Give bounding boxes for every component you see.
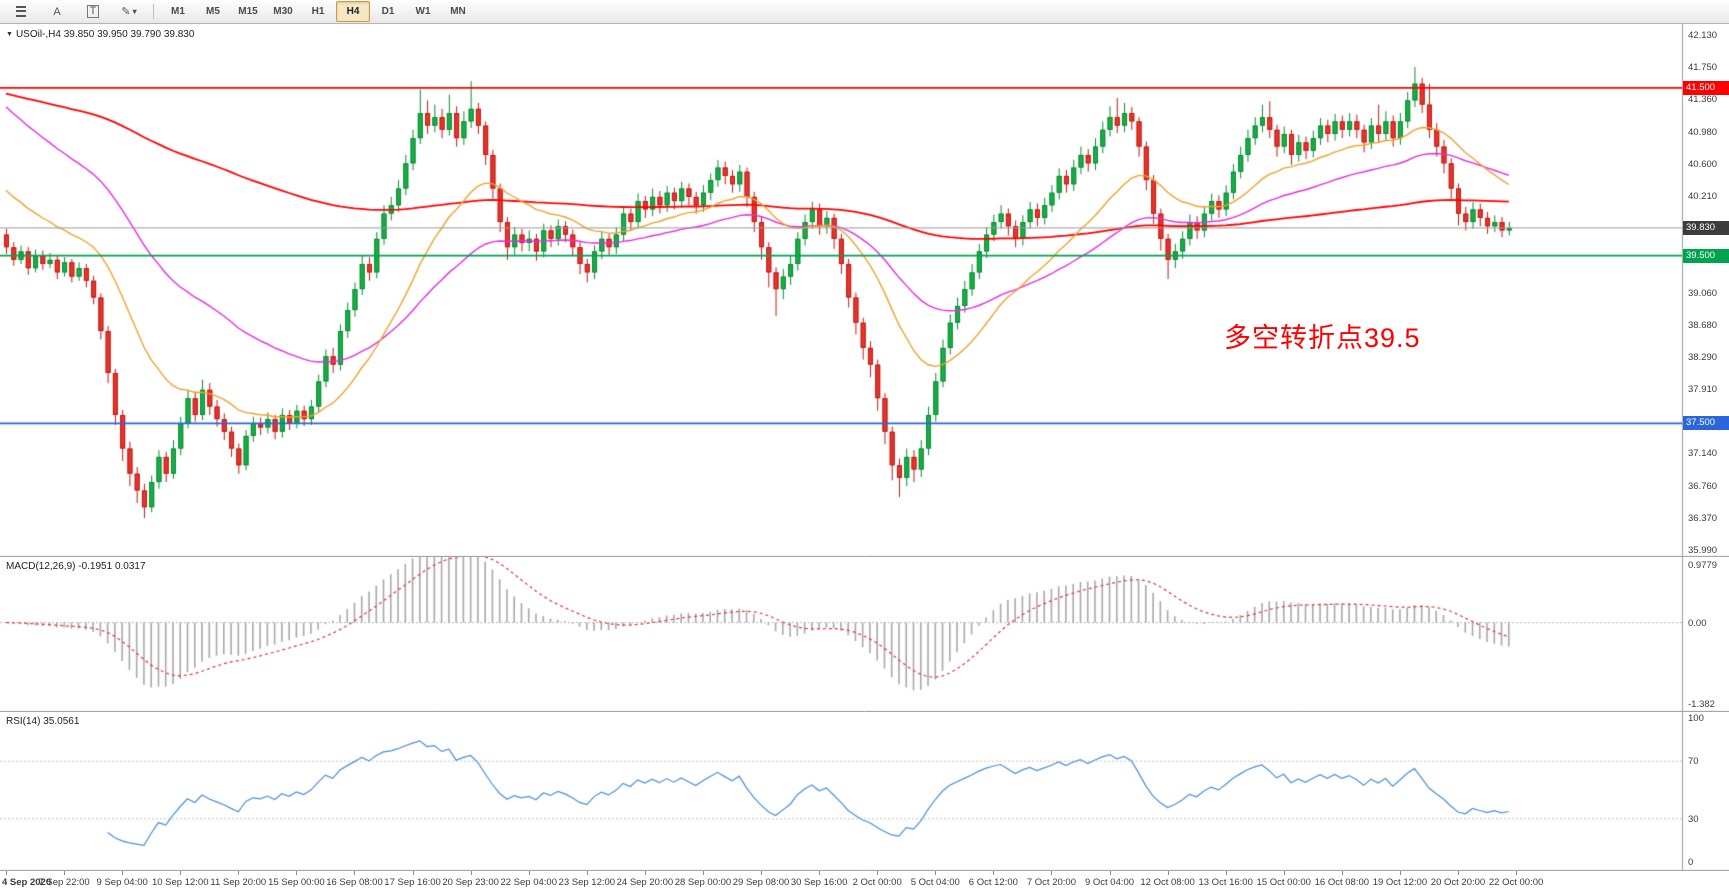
- toolbar-separator: [153, 4, 154, 19]
- time-tick: [180, 871, 182, 875]
- time-axis-label: 13 Oct 16:00: [1198, 877, 1253, 888]
- time-tick: [6, 871, 7, 875]
- text-tool-icon: T: [86, 5, 100, 18]
- time-tick: [1458, 871, 1459, 875]
- timeframe-button-mn[interactable]: MN: [450, 6, 466, 17]
- timeframe-button-w1[interactable]: W1: [415, 6, 431, 17]
- time-tick: [1341, 871, 1343, 875]
- time-tick: [761, 871, 763, 875]
- time-axis-label: 22 Sep 04:00: [500, 877, 557, 888]
- timeframe-button-h4[interactable]: H4: [336, 1, 370, 22]
- time-tick: [354, 871, 356, 875]
- time-axis-label: 12 Oct 08:00: [1140, 877, 1195, 888]
- time-axis-label: 30 Sep 16:00: [790, 877, 848, 888]
- time-axis-label: 16 Oct 08:00: [1314, 877, 1370, 888]
- time-tick: [470, 871, 472, 875]
- time-axis-label: 19 Oct 12:00: [1372, 877, 1428, 888]
- chart-list-icon: [16, 6, 26, 17]
- time-axis[interactable]: 4 Sep 2020 7 Sep 22:00 9 Sep 04:00 10 Sep 1…: [0, 871, 1729, 893]
- price-chart-canvas[interactable]: [0, 24, 1729, 557]
- time-axis-label: 20 Sep 23:00: [442, 877, 499, 888]
- time-axis-label: 15 Oct 00:00: [1256, 877, 1311, 888]
- timeframe-group: M1 M5 M15 M30 H1 H4 D1 W1 MN: [161, 1, 475, 22]
- timeframe-button-m1[interactable]: M1: [171, 6, 185, 17]
- time-tick: [1399, 871, 1401, 875]
- time-tick: [1516, 871, 1518, 875]
- time-tick: [238, 871, 240, 875]
- time-axis-label: 15 Sep 00:00: [268, 877, 325, 888]
- time-tick: [586, 871, 588, 875]
- time-axis-label: 9 Sep 04:00: [96, 877, 148, 888]
- time-tick: [1225, 871, 1227, 875]
- time-tick: [64, 871, 66, 875]
- macd-panel-canvas[interactable]: [0, 557, 1729, 712]
- time-tick: [702, 871, 704, 875]
- timeframe-button-m15[interactable]: M15: [238, 6, 258, 17]
- time-axis-label: 2 Oct 00:00: [852, 877, 902, 888]
- time-axis-label: 16 Sep 08:00: [326, 877, 383, 888]
- time-axis-label: 5 Oct 04:00: [910, 877, 960, 888]
- time-tick: [644, 871, 646, 875]
- time-axis-label: 22 Oct 00:00: [1488, 877, 1544, 888]
- text-tool-button[interactable]: T: [76, 1, 110, 22]
- time-tick: [935, 871, 937, 875]
- time-tick: [993, 871, 995, 875]
- time-tick: [122, 871, 124, 875]
- chart-list-button[interactable]: [4, 1, 38, 22]
- timeframe-button-m30[interactable]: M30: [273, 6, 293, 17]
- time-axis-label: 4 Sep 2020: [2, 877, 52, 888]
- time-axis-label: 28 Sep 00:00: [674, 877, 732, 888]
- timeframe-button-h1[interactable]: H1: [311, 6, 325, 17]
- chevron-down-icon: ▾: [132, 7, 137, 16]
- time-axis-label: 23 Sep 12:00: [558, 877, 616, 888]
- time-tick: [1283, 871, 1285, 875]
- toolbar: A T ✎ ▾ M1 M5 M15 M30 H1 H4 D1 W1 MN: [0, 0, 1729, 24]
- time-axis-label: 10 Sep 12:00: [151, 877, 209, 888]
- time-axis-label: 24 Sep 20:00: [616, 877, 674, 888]
- time-axis-label: 17 Sep 16:00: [384, 877, 441, 888]
- time-axis-label: 6 Oct 12:00: [968, 877, 1018, 888]
- time-tick: [877, 871, 879, 875]
- time-axis-label: 7 Sep 22:00: [38, 877, 90, 888]
- timeframe-button-m5[interactable]: M5: [206, 6, 220, 17]
- time-tick: [1051, 871, 1053, 875]
- time-axis-label: 7 Oct 20:00: [1026, 877, 1076, 888]
- draw-tool-button[interactable]: ✎ ▾: [112, 1, 146, 22]
- timeframe-button-d1[interactable]: D1: [381, 6, 395, 17]
- time-axis-label: 20 Oct 20:00: [1430, 877, 1486, 888]
- time-tick: [819, 871, 821, 875]
- arrow-tool-label: A: [53, 5, 61, 18]
- time-tick: [412, 871, 414, 875]
- time-tick: [296, 871, 298, 875]
- pencil-icon: ✎: [121, 6, 131, 18]
- time-tick: [1109, 871, 1111, 875]
- time-axis-label: 29 Sep 08:00: [732, 877, 790, 888]
- time-tick: [1167, 871, 1169, 875]
- time-tick: [528, 871, 530, 875]
- arrow-tool-button[interactable]: A: [40, 1, 74, 22]
- time-axis-label: 11 Sep 20:00: [210, 877, 267, 888]
- rsi-panel-canvas[interactable]: [0, 712, 1729, 871]
- time-axis-label: 9 Oct 04:00: [1084, 877, 1135, 888]
